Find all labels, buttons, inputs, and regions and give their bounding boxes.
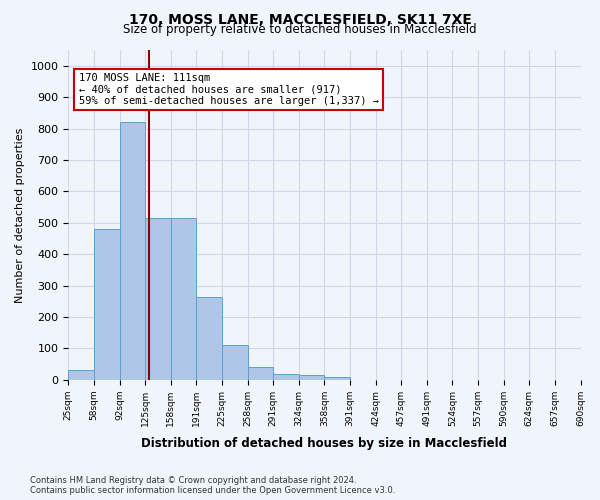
Bar	[171, 218, 196, 380]
Bar	[196, 296, 222, 380]
Bar	[222, 345, 248, 380]
Text: Contains HM Land Registry data © Crown copyright and database right 2024.
Contai: Contains HM Land Registry data © Crown c…	[30, 476, 395, 495]
Bar	[119, 122, 145, 380]
Bar	[299, 375, 325, 380]
Text: 170, MOSS LANE, MACCLESFIELD, SK11 7XE: 170, MOSS LANE, MACCLESFIELD, SK11 7XE	[128, 12, 472, 26]
X-axis label: Distribution of detached houses by size in Macclesfield: Distribution of detached houses by size …	[142, 437, 508, 450]
Y-axis label: Number of detached properties: Number of detached properties	[15, 127, 25, 302]
Bar	[325, 376, 350, 380]
Text: Size of property relative to detached houses in Macclesfield: Size of property relative to detached ho…	[123, 22, 477, 36]
Bar	[94, 229, 119, 380]
Bar	[248, 367, 273, 380]
Bar	[145, 218, 171, 380]
Bar	[273, 374, 299, 380]
Bar	[68, 370, 94, 380]
Text: 170 MOSS LANE: 111sqm
← 40% of detached houses are smaller (917)
59% of semi-det: 170 MOSS LANE: 111sqm ← 40% of detached …	[79, 73, 379, 106]
